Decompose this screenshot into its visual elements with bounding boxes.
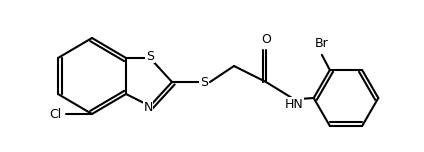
- Text: Br: Br: [315, 37, 329, 50]
- Text: O: O: [261, 33, 271, 46]
- Text: Cl: Cl: [49, 107, 61, 121]
- Text: S: S: [200, 76, 208, 88]
- Text: N: N: [143, 102, 153, 114]
- Text: HN: HN: [285, 97, 304, 111]
- Text: S: S: [146, 50, 154, 62]
